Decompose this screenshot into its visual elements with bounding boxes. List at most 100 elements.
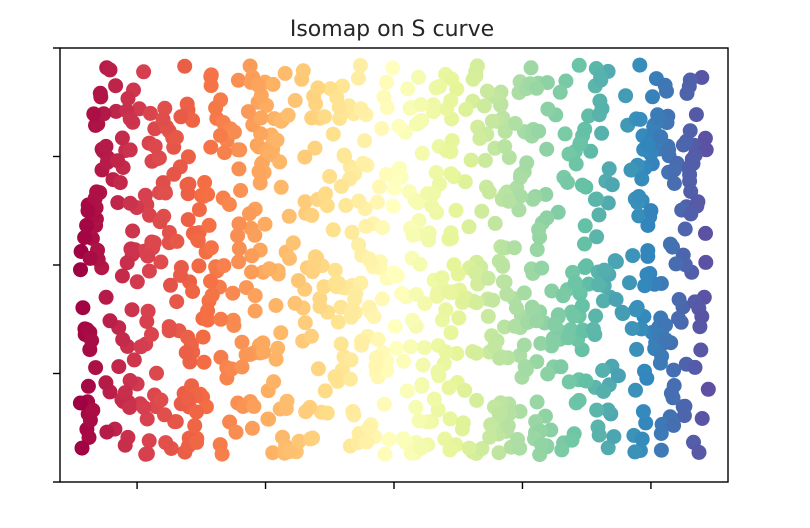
scatter-point (481, 184, 497, 200)
scatter-point (203, 67, 219, 83)
scatter-point (487, 215, 503, 231)
scatter-point (585, 321, 601, 337)
scatter-point (158, 185, 173, 201)
scatter-point (595, 293, 611, 309)
scatter-point (497, 139, 513, 154)
scatter-point (666, 378, 682, 393)
scatter-point (79, 217, 95, 233)
scatter-point (214, 446, 230, 462)
scatter-point (319, 198, 335, 214)
scatter-point (638, 415, 654, 431)
scatter-point (553, 359, 569, 375)
scatter-point (552, 84, 568, 100)
scatter-point (285, 235, 301, 251)
scatter-point (510, 432, 526, 447)
scatter-point (560, 330, 576, 346)
scatter-point (468, 345, 484, 361)
scatter-point (629, 299, 645, 315)
scatter-point (233, 183, 249, 198)
scatter-point (203, 273, 218, 289)
scatter-point (200, 186, 216, 202)
scatter-point (438, 302, 454, 318)
scatter-point (151, 150, 167, 166)
scatter-point (529, 354, 545, 370)
scatter-point (554, 442, 570, 458)
scatter-point (133, 339, 149, 355)
scatter-point (683, 206, 699, 222)
scatter-point (253, 110, 269, 126)
scatter-point (142, 105, 158, 121)
scatter-point (185, 112, 201, 128)
scatter-point (557, 126, 573, 142)
scatter-point (606, 429, 622, 445)
scatter-point (528, 313, 544, 329)
scatter-point (86, 106, 102, 122)
scatter-point (136, 399, 152, 415)
scatter-point (571, 57, 587, 73)
scatter-point (472, 131, 488, 146)
scatter-point (343, 352, 359, 368)
scatter-point (381, 431, 397, 447)
scatter-point (463, 152, 479, 168)
scatter-point (509, 300, 524, 316)
scatter-point (359, 434, 375, 450)
y-axis-ticks (53, 47, 60, 483)
scatter-point (124, 302, 140, 318)
scatter-point (280, 107, 296, 123)
scatter-point (203, 240, 219, 256)
scatter-point (225, 285, 241, 301)
scatter-point (468, 265, 484, 281)
scatter-point (635, 404, 651, 420)
scatter-point (405, 227, 421, 243)
scatter-point (547, 317, 562, 333)
scatter-point (102, 62, 118, 78)
scatter-point (451, 310, 467, 326)
scatter-point (634, 171, 650, 187)
scatter-point (412, 256, 428, 272)
scatter-point (268, 351, 284, 367)
scatter-point (395, 431, 411, 447)
scatter-point (144, 327, 159, 342)
scatter-point (338, 198, 354, 213)
scatter-point (333, 178, 349, 194)
scatter-point (115, 332, 131, 347)
scatter-point (366, 309, 382, 325)
scatter-point (593, 72, 609, 88)
scatter-point (403, 339, 419, 355)
scatter-point (195, 329, 211, 345)
scatter-point (577, 236, 592, 252)
scatter-point (661, 142, 677, 158)
scatter-point (119, 255, 135, 271)
scatter-point (180, 149, 196, 165)
scatter-point (122, 373, 138, 388)
scatter-point (238, 347, 254, 363)
scatter-point (394, 286, 410, 302)
scatter-point (181, 176, 197, 192)
scatter-point (268, 298, 284, 313)
scatter-point (583, 143, 599, 159)
scatter-point (591, 427, 607, 443)
scatter-point (632, 111, 648, 127)
scatter-point (578, 258, 594, 274)
scatter-point (697, 130, 713, 146)
scatter-point (230, 72, 246, 88)
scatter-point (252, 175, 268, 191)
scatter-point (495, 274, 511, 290)
scatter-point (235, 399, 251, 414)
scatter-point (399, 383, 415, 399)
scatter-point (157, 100, 173, 116)
scatter-point (158, 435, 174, 451)
scatter-point (442, 442, 458, 458)
scatter-point (371, 179, 387, 195)
scatter-point (297, 315, 313, 331)
scatter-point (75, 300, 91, 316)
scatter-point (657, 77, 673, 93)
scatter-point (379, 99, 395, 115)
scatter-point (519, 155, 535, 171)
scatter-point (273, 179, 289, 195)
scatter-point (577, 218, 593, 234)
scatter-point (477, 152, 493, 168)
scatter-point (654, 348, 670, 364)
scatter-point (337, 149, 353, 164)
scatter-point (351, 193, 367, 209)
